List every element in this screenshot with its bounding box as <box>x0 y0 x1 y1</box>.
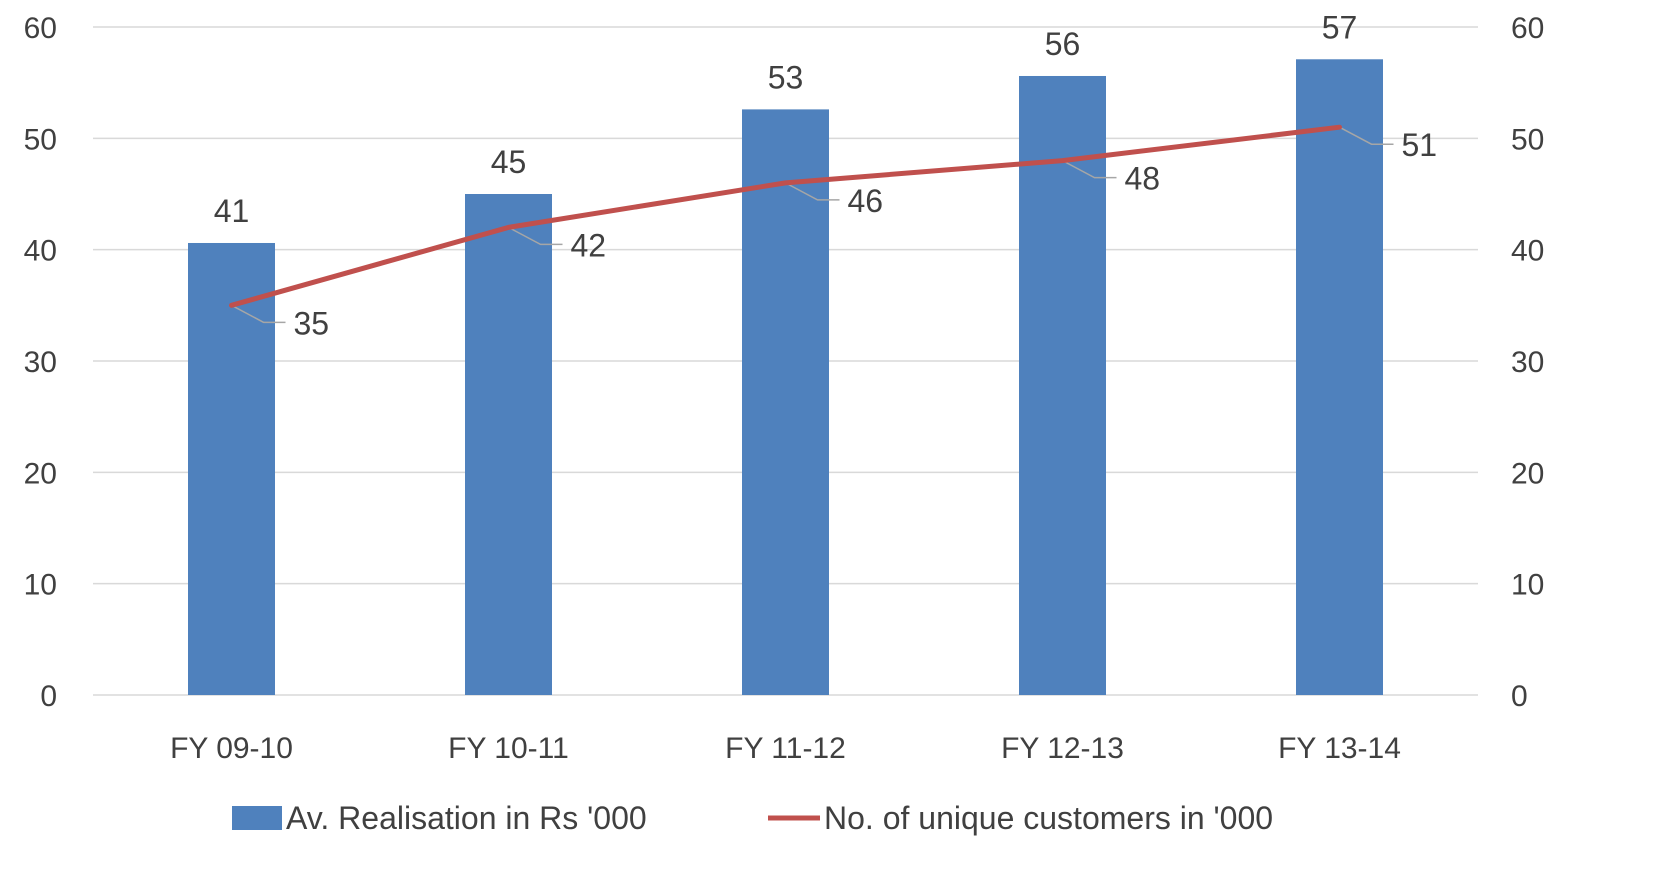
leader-line <box>785 182 840 201</box>
x-tick-label: FY 10-11 <box>448 732 569 765</box>
x-tick-label: FY 12-13 <box>1001 732 1124 765</box>
leader-line <box>508 226 563 246</box>
legend-label-line: No. of unique customers in '000 <box>824 800 1273 836</box>
leader-line <box>1339 126 1394 145</box>
bar <box>1296 59 1383 695</box>
line-data-label: 51 <box>1402 127 1438 163</box>
y-left-tick-label: 20 <box>24 457 57 490</box>
bar-data-label: 56 <box>1045 26 1081 62</box>
y-left-tick-label: 30 <box>24 346 57 379</box>
legend-label-bar: Av. Realisation in Rs '000 <box>286 800 647 836</box>
legend: Av. Realisation in Rs '000 No. of unique … <box>232 800 1273 836</box>
y-right-tick-label: 40 <box>1511 235 1544 268</box>
x-tick-label: FY 13-14 <box>1278 732 1401 765</box>
leader-lines <box>231 126 1394 324</box>
line-path <box>229 124 1342 308</box>
bar-data-label: 57 <box>1322 9 1358 45</box>
line-series <box>229 124 1342 308</box>
leader-line <box>231 304 286 324</box>
bar <box>465 194 552 695</box>
x-tick-label: FY 11-12 <box>725 732 846 765</box>
y-left-tick-label: 60 <box>24 12 57 45</box>
bar-data-label: 45 <box>491 144 527 180</box>
y-left-tick-label: 0 <box>40 680 57 713</box>
y-right-tick-label: 60 <box>1511 12 1544 45</box>
legend-swatch-bar <box>232 806 282 830</box>
leader-line <box>1062 159 1117 179</box>
x-tick-label: FY 09-10 <box>170 732 293 765</box>
y-left-tick-label: 40 <box>24 235 57 268</box>
y-left-tick-label: 50 <box>24 123 57 156</box>
line-data-label: 46 <box>848 183 884 219</box>
bar <box>1019 75 1106 695</box>
bar-series <box>188 59 1383 696</box>
axis-labels: 0 10 20 30 40 50 60 0 10 20 30 40 50 60 FY 09-10 FY 10-… <box>24 12 1545 765</box>
line-data-label: 35 <box>294 305 330 341</box>
bar <box>188 242 275 695</box>
bar-data-label: 53 <box>768 59 804 95</box>
y-left-tick-label: 10 <box>24 569 57 602</box>
y-right-tick-label: 20 <box>1511 457 1544 490</box>
y-right-tick-label: 30 <box>1511 346 1544 379</box>
bar-data-label: 41 <box>214 193 250 229</box>
data-labels: 41 45 53 56 57 35 42 46 48 51 <box>214 9 1437 341</box>
line-data-label: 42 <box>571 227 607 263</box>
y-right-tick-label: 10 <box>1511 569 1544 602</box>
line-data-label: 48 <box>1125 161 1161 197</box>
y-right-tick-label: 50 <box>1511 123 1544 156</box>
bar <box>742 109 829 696</box>
y-right-tick-label: 0 <box>1511 680 1528 713</box>
